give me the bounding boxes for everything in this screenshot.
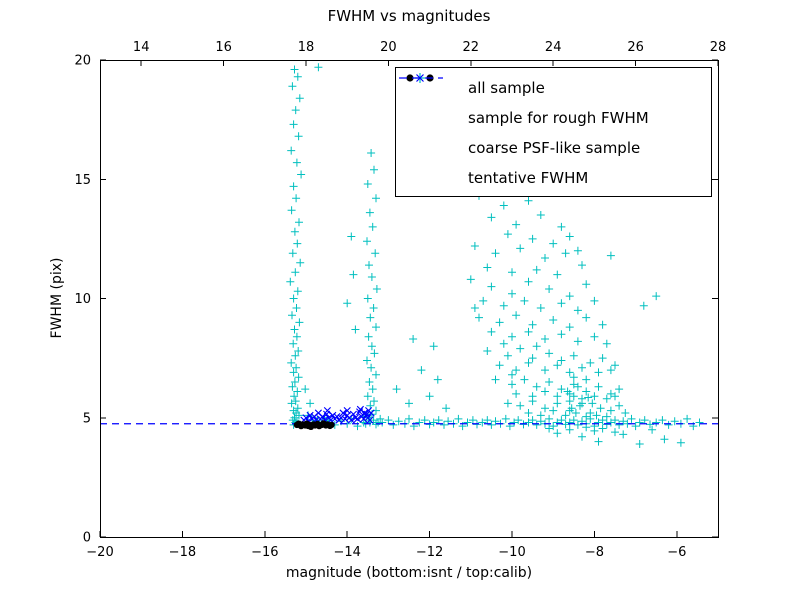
series-0 [286, 63, 704, 448]
x-tick-label: −18 [169, 545, 196, 560]
psf-sample-point [321, 421, 328, 428]
x-tick-label: −20 [86, 545, 113, 560]
legend-item-psf-sample: coarse PSF-like sample [406, 74, 707, 163]
x-top-tick-label: 18 [298, 40, 315, 55]
legend-label: coarse PSF-like sample [468, 139, 641, 157]
x-top-tick-label: 24 [545, 40, 562, 55]
dots-marker-icon [406, 74, 458, 158]
all-sample-points [286, 63, 704, 448]
legend: all sample sample for rough FWHM coarse … [395, 67, 712, 197]
x-axis-label: magnitude (bottom:isnt / top:calib) [285, 565, 533, 581]
psf-sample-point [296, 421, 303, 428]
y-tick-label: 0 [83, 531, 91, 546]
dashed-line-icon [399, 77, 458, 188]
y-axis-label: FWHM (pix) [49, 257, 65, 339]
x-top-tick-label: 14 [133, 40, 150, 55]
x-top-tick-label: 26 [627, 40, 644, 55]
y-tick-label: 10 [74, 292, 91, 307]
x-tick-label: −12 [416, 545, 443, 560]
y-tick-label: 20 [74, 54, 91, 69]
series-2 [293, 420, 335, 430]
x-tick-label: −6 [667, 545, 686, 560]
legend-label: sample for rough FWHM [468, 109, 649, 127]
psf-sample-point [304, 422, 312, 430]
x-tick-label: −16 [251, 545, 278, 560]
y-tick-label: 5 [83, 411, 91, 426]
y-tick-label: 15 [74, 173, 91, 188]
legend-item-tentative-fwhm: tentative FWHM [399, 77, 707, 193]
series-1 [300, 405, 375, 425]
x-tick-label: −8 [585, 545, 604, 560]
x-top-tick-label: 28 [710, 40, 727, 55]
chart-title: FWHM vs magnitudes [327, 7, 491, 25]
x-marker-icon [406, 74, 458, 128]
legend-label: tentative FWHM [468, 169, 589, 187]
axis-ticks: −20 −18 −16 −14 −12 −10 −8 −6 14 16 18 20 22 24 26 28 0 5… [74, 40, 726, 560]
x-tick-label: −10 [498, 545, 525, 560]
legend-item-all-sample: all sample [406, 73, 707, 103]
rough-fwhm-points [300, 405, 375, 425]
psf-sample-point [313, 421, 320, 429]
scatter-series [100, 63, 718, 448]
x-top-tick-label: 20 [380, 40, 397, 55]
x-top-tick-label: 16 [215, 40, 232, 55]
x-top-tick-label: 22 [463, 40, 480, 55]
legend-item-rough-fwhm: sample for rough FWHM [406, 74, 707, 133]
legend-label: all sample [468, 79, 545, 97]
plot-frame [100, 60, 719, 538]
x-tick-label: −14 [333, 545, 360, 560]
psf-sample-point [328, 421, 335, 429]
